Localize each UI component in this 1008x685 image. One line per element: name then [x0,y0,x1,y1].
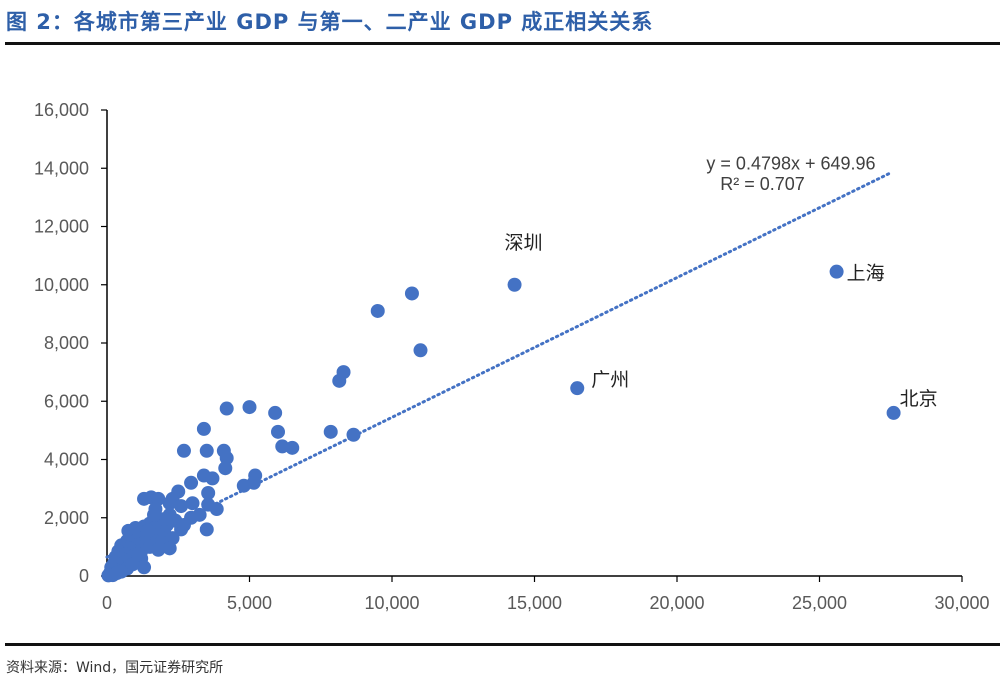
trendline-group [105,171,893,559]
data-point [176,518,191,533]
labeled-data-point [886,405,901,420]
data-point [196,421,211,436]
data-point [162,496,177,511]
y-tick-label: 8,000 [44,333,89,353]
data-point [141,523,156,538]
labeled-data-point [507,277,522,292]
y-tick-label: 6,000 [44,391,89,411]
trendline-r2: R² = 0.707 [720,174,805,194]
y-tick-label: 2,000 [44,508,89,528]
data-point [205,471,220,486]
data-point [174,499,189,514]
data-point [285,440,300,455]
x-tick-label: 10,000 [364,593,419,613]
data-point [218,461,233,476]
data-point [242,400,257,415]
source-note: 资料来源：Wind，国元证券研究所 [6,660,224,676]
y-tick-label: 0 [79,566,89,586]
data-point [268,405,283,420]
data-point [199,443,214,458]
x-tick-label: 25,000 [792,593,847,613]
data-point [346,427,361,442]
x-tick-label: 15,000 [507,593,562,613]
data-point [201,485,216,500]
figure-title: 图 2：各城市第三产业 GDP 与第一、二产业 GDP 成正相关关系 [6,10,654,34]
y-tick-label: 12,000 [34,217,89,237]
city-label: 深圳 [505,232,543,254]
data-point [137,560,152,575]
y-tick-label: 14,000 [34,158,89,178]
city-label: 广州 [591,369,629,391]
x-tick-label: 5,000 [227,593,272,613]
data-point [404,286,419,301]
data-point [137,491,152,506]
data-point [184,475,199,490]
data-point [131,547,146,562]
data-point [125,557,140,572]
chart-axes: 0 2,000 4,000 6,000 8,000 10,000 12,000 14,000 1… [34,100,990,613]
y-tick-label: 16,000 [34,100,89,120]
city-label: 北京 [900,388,938,410]
data-point [147,507,162,522]
data-point [199,522,214,537]
data-point [332,373,347,388]
data-point [109,566,124,581]
data-point [236,478,251,493]
x-tick-label: 0 [102,593,112,613]
data-points [101,264,901,583]
y-tick-label: 10,000 [34,275,89,295]
x-tick-label: 20,000 [649,593,704,613]
city-label: 上海 [847,263,885,285]
trendline-equation: y = 0.4798x + 649.96 [706,154,875,174]
labeled-data-point [570,381,585,396]
trendline [105,171,893,559]
data-point [185,496,200,511]
data-point [209,502,224,517]
data-point [271,424,285,439]
data-point [176,443,191,458]
top-rule [5,42,1000,45]
data-point [413,343,428,358]
data-point [151,542,166,557]
data-point [323,424,338,439]
bottom-rule [5,643,1000,646]
labeled-data-point [829,264,844,279]
data-point [219,451,234,466]
data-point [219,401,234,416]
x-tick-label: 30,000 [934,593,989,613]
data-point [370,303,385,318]
y-tick-label: 4,000 [44,450,89,470]
data-point [162,541,177,556]
